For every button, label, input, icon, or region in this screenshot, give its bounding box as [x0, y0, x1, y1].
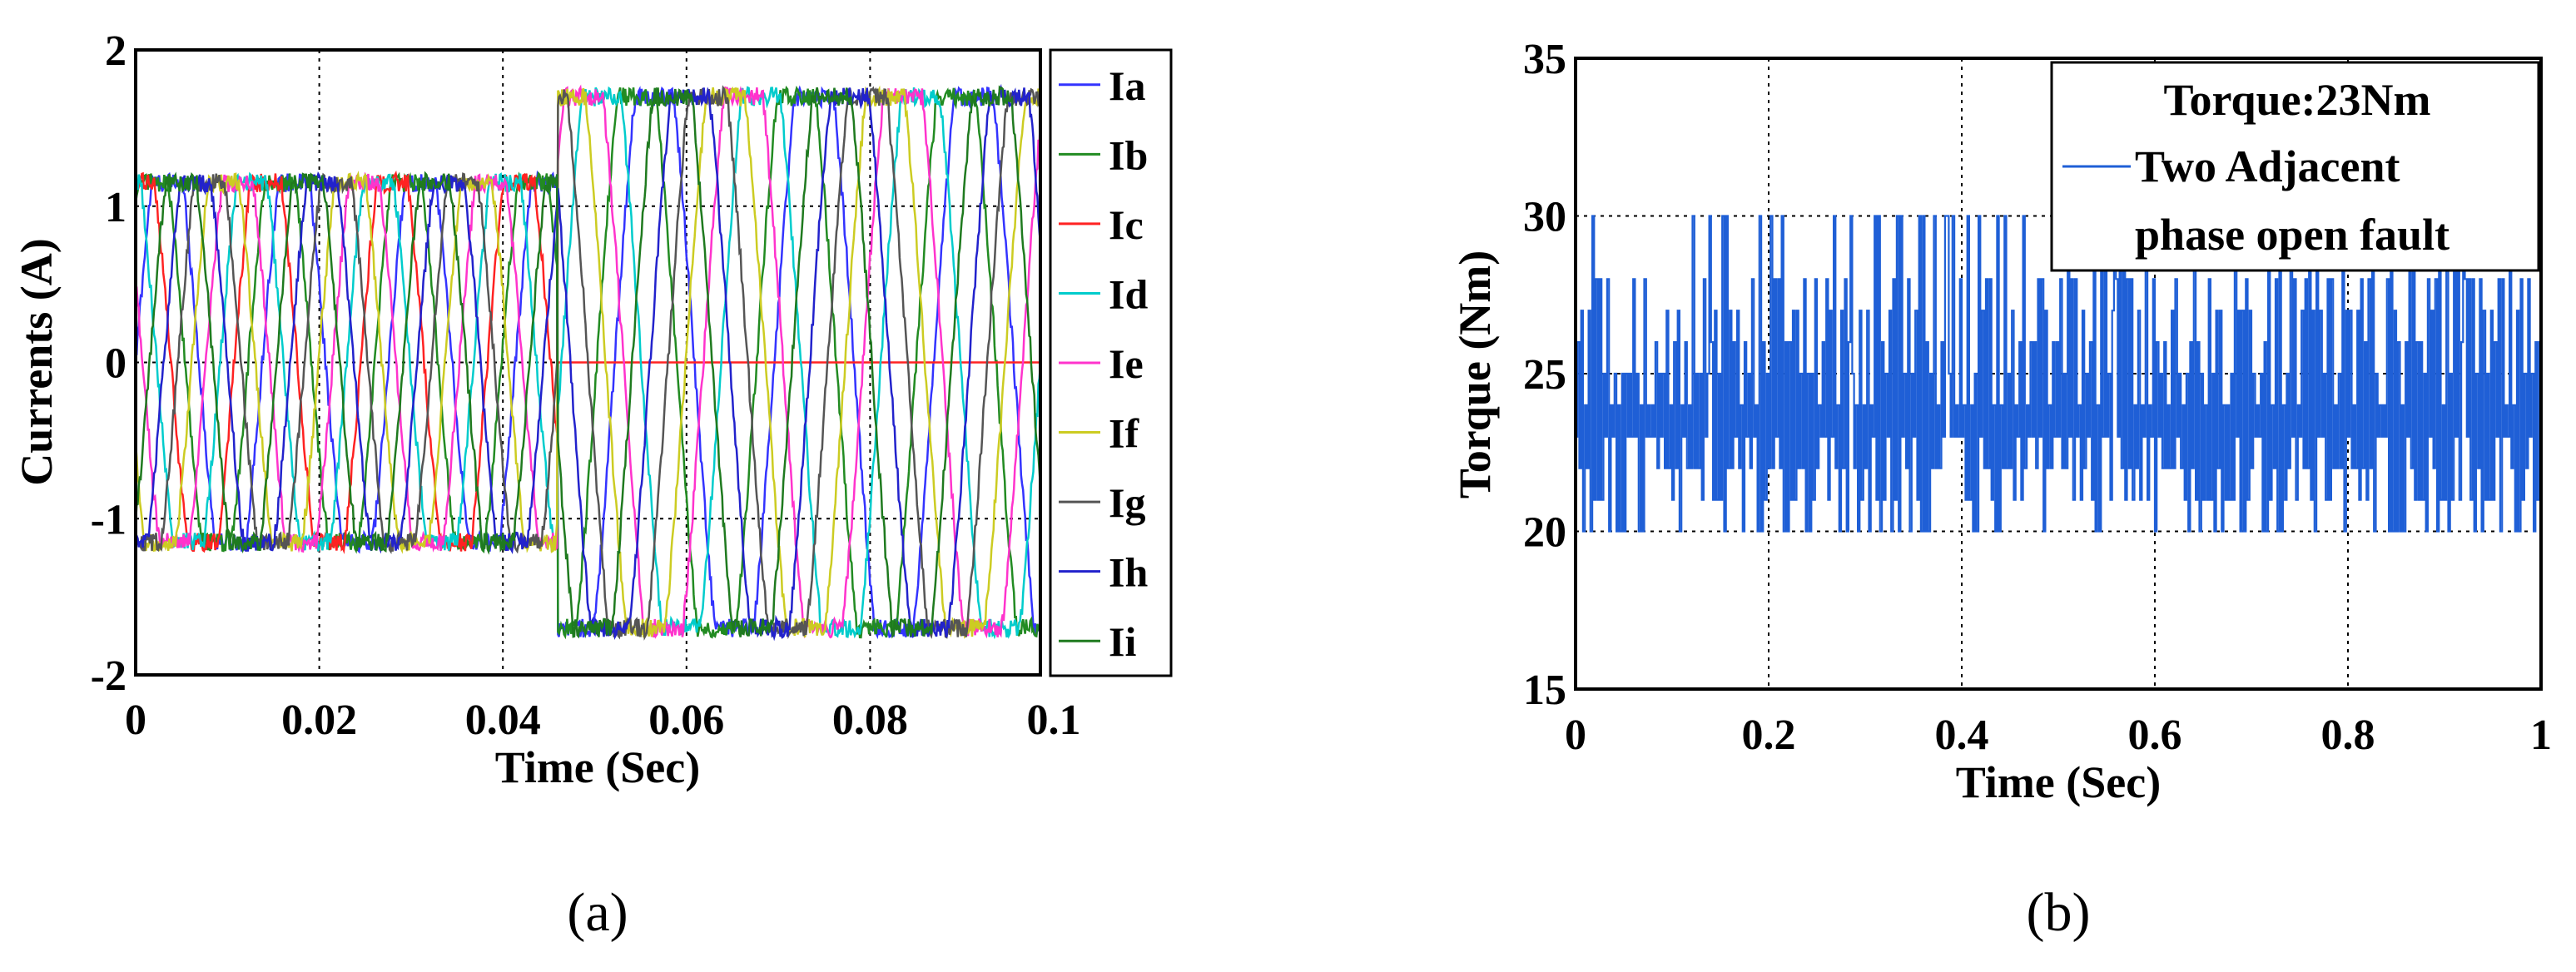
- legend-a-entry-ie: Ie: [1109, 340, 1144, 387]
- y-axis-label-a: Currents (A): [12, 238, 62, 485]
- series-line-ih: [136, 83, 1040, 642]
- x-tick-label-a: 0.06: [648, 697, 724, 744]
- series-lines-a: [136, 83, 1040, 642]
- chart-b: 0 0.2 0.4 0.6 0.8 1 15 20 25 30 35 Time (Sec) Tor…: [1450, 36, 2552, 807]
- panel-label-b: (b): [2027, 882, 2091, 943]
- y-tick-label-a: 2: [105, 27, 127, 75]
- x-tick-label-b: 0.8: [2321, 712, 2375, 759]
- x-tick-label-a: 0.02: [281, 697, 357, 744]
- legend-a-entry-ia: Ia: [1109, 62, 1145, 109]
- x-tick-label-b: 0.2: [1742, 712, 1796, 759]
- series-line-ii: [136, 85, 1040, 639]
- panel-label-a: (a): [567, 882, 628, 943]
- x-tick-label-b: 0.4: [1935, 712, 1989, 759]
- legend-a-entry-id: Id: [1109, 270, 1148, 317]
- x-tick-label-a: 0: [125, 697, 146, 744]
- x-ticks-a: 0 0.02 0.04 0.06 0.08 0.1: [125, 697, 1081, 744]
- series-line-ig: [136, 85, 1040, 641]
- y-ticks-b: 15 20 25 30 35: [1523, 36, 1566, 714]
- x-tick-label-a: 0.1: [1027, 697, 1081, 744]
- y-ticks-a: -2 -1 0 1 2: [91, 27, 127, 700]
- x-ticks-b: 0 0.2 0.4 0.6 0.8 1: [1565, 712, 2552, 759]
- y-tick-label-b: 35: [1523, 36, 1566, 83]
- series-line-ib: [136, 85, 1040, 640]
- legend-a: Ia Ib Ic Id Ie If Ig Ih Ii: [1049, 48, 1173, 677]
- y-axis-label-b: Torque (Nm): [1450, 250, 1500, 499]
- y-tick-label-b: 20: [1523, 509, 1566, 557]
- y-tick-label-b: 25: [1523, 351, 1566, 399]
- y-tick-label-a: 0: [105, 340, 127, 388]
- y-tick-label-b: 15: [1523, 667, 1566, 714]
- x-tick-label-a: 0.08: [832, 697, 908, 744]
- plot-frame-b: [1574, 57, 2543, 691]
- y-tick-label-a: -1: [91, 496, 127, 543]
- y-tick-label-a: -2: [91, 652, 127, 700]
- legend-b-entry-line1: Two Adjacent: [2135, 141, 2400, 191]
- legend-b-title: Torque:23Nm: [2163, 75, 2430, 125]
- legend-a-entry-ig: Ig: [1109, 479, 1145, 526]
- legend-b-entry-line2: phase open fault: [2135, 210, 2449, 260]
- legend-b-box: [2050, 61, 2540, 272]
- x-tick-label-a: 0.04: [465, 697, 541, 744]
- y-tick-label-b: 30: [1523, 194, 1566, 241]
- legend-a-entry-if: If: [1109, 410, 1139, 457]
- x-axis-label-b: Time (Sec): [1956, 757, 2161, 807]
- series-lines-b: [1576, 215, 2541, 533]
- legend-a-entry-ib: Ib: [1109, 131, 1148, 178]
- plot-frame-a: [134, 48, 1042, 677]
- x-axis-label-a: Time (Sec): [495, 742, 700, 792]
- legend-a-entry-ic: Ic: [1109, 201, 1144, 248]
- x-tick-label-b: 0: [1565, 712, 1586, 759]
- legend-b: Torque:23Nm Two Adjacent phase open faul…: [2050, 61, 2540, 272]
- legend-a-entry-ii: Ii: [1109, 618, 1136, 665]
- series-line-torque: [1576, 215, 2541, 533]
- series-line-ic: [136, 170, 1040, 555]
- x-tick-label-b: 1: [2530, 712, 2552, 759]
- series-line-if: [136, 85, 1040, 639]
- x-tick-label-b: 0.6: [2128, 712, 2182, 759]
- y-tick-label-a: 1: [105, 184, 127, 231]
- legend-a-entry-ih: Ih: [1109, 549, 1148, 596]
